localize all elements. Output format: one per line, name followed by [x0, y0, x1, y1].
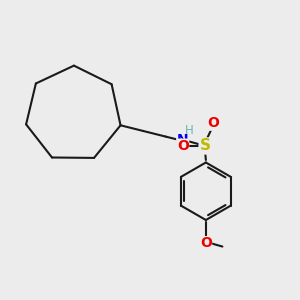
Text: O: O: [177, 139, 189, 153]
Text: O: O: [207, 116, 219, 130]
Text: O: O: [200, 236, 212, 250]
Text: N: N: [177, 133, 189, 147]
Text: H: H: [185, 124, 194, 137]
Text: S: S: [200, 138, 211, 153]
